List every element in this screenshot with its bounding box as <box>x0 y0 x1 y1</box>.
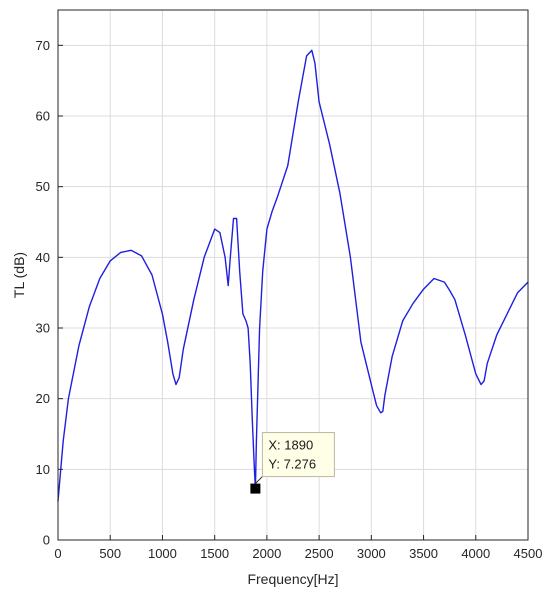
y-axis-label: TL (dB) <box>11 252 27 298</box>
datatip-x-text: X: 1890 <box>268 438 313 453</box>
datatip-marker[interactable] <box>250 483 261 494</box>
x-tick-label: 500 <box>99 546 121 561</box>
x-tick-label: 1000 <box>148 546 177 561</box>
x-axis-label: Frequency[Hz] <box>247 571 338 587</box>
y-tick-label: 60 <box>36 109 50 124</box>
axes-box <box>57 9 529 541</box>
y-tick-label: 40 <box>36 250 50 265</box>
x-tick-label: 3500 <box>409 546 438 561</box>
datatip-connector <box>255 476 263 484</box>
y-tick-label: 0 <box>43 533 50 548</box>
x-tick-label: 3000 <box>357 546 386 561</box>
y-tick-label: 10 <box>36 462 50 477</box>
x-tick-label: 2500 <box>305 546 334 561</box>
tl-series-line <box>57 49 529 502</box>
datatip-y-text: Y: 7.276 <box>268 457 316 472</box>
x-tick-label: 0 <box>54 546 61 561</box>
y-tick-label: 20 <box>36 391 50 406</box>
x-tick-label: 4000 <box>461 546 490 561</box>
datatip-box[interactable] <box>261 432 335 478</box>
x-tick-label: 1500 <box>200 546 229 561</box>
y-tick-label: 30 <box>36 321 50 336</box>
x-tick-label: 2000 <box>252 546 281 561</box>
y-tick-label: 70 <box>36 38 50 53</box>
y-tick-label: 50 <box>36 179 50 194</box>
ticks: 0 500 1000 1500 2000 2500 3000 3500 4000 4500 0 10 2… <box>36 38 543 561</box>
x-tick-label: 4500 <box>514 546 543 561</box>
datatip[interactable]: X: 1890 Y: 7.276 <box>250 432 335 494</box>
plot-series <box>57 49 529 502</box>
